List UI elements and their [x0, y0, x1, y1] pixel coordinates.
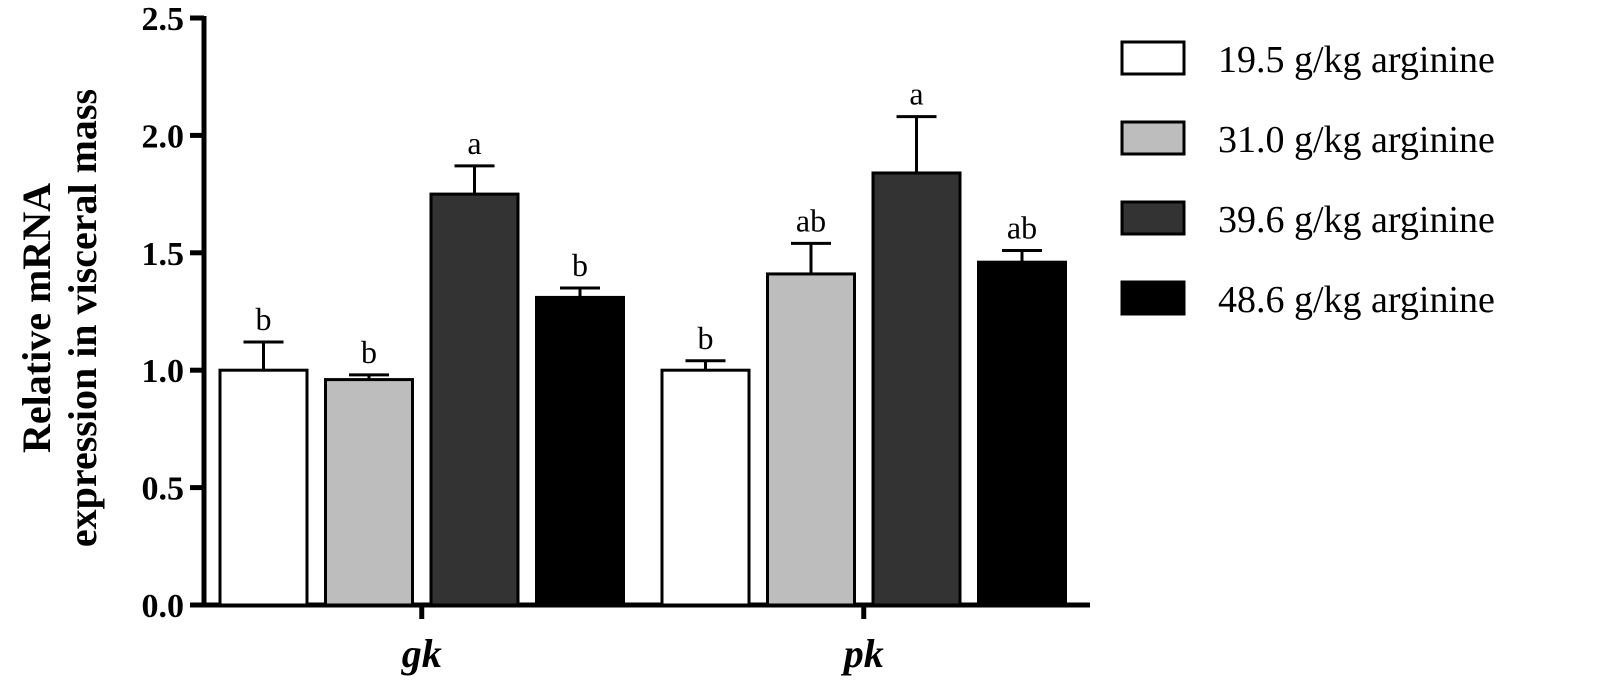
bar-gk-series-0	[218, 368, 309, 607]
bar-pk-series-2	[871, 171, 962, 607]
legend-label-series-1: 31.0 g/kg arginine	[1218, 119, 1495, 161]
y-tick-label: 1.5	[142, 236, 185, 273]
y-axis-label: Relative mRNA expression in visceral mas…	[14, 89, 105, 547]
legend-swatch-series-1	[1120, 120, 1186, 156]
significance-label-pk-series-1: ab	[796, 202, 826, 238]
y-axis-label-line-2: expression in visceral mass	[60, 89, 105, 547]
bar-pk-series-3	[977, 260, 1067, 607]
significance-label-gk-series-2: a	[467, 125, 481, 161]
y-axis-label-line-1: Relative mRNA	[14, 183, 59, 453]
legend-label-series-2: 39.6 g/kg arginine	[1218, 199, 1495, 241]
bar-pk-series-0	[660, 368, 751, 607]
y-tick-label: 2.0	[142, 118, 185, 155]
x-tick-label-gk: gk	[401, 631, 442, 676]
significance-label-pk-series-0: b	[698, 320, 714, 356]
y-tick-label: 0.5	[142, 471, 185, 508]
legend-label-series-3: 48.6 g/kg arginine	[1218, 279, 1495, 321]
bar-pk-series-1	[766, 272, 856, 607]
legend: 19.5 g/kg arginine 31.0 g/kg arginine 39.6…	[1120, 39, 1495, 321]
bar-gk-series-2	[429, 192, 520, 607]
significance-label-gk-series-3: b	[572, 247, 588, 283]
legend-swatch-series-3	[1120, 280, 1186, 316]
significance-label-gk-series-0: b	[256, 301, 272, 337]
significance-label-pk-series-2: a	[909, 76, 923, 112]
significance-label-gk-series-1: b	[361, 334, 377, 370]
legend-swatch-series-2	[1120, 200, 1186, 236]
bar-gk-series-3	[535, 295, 625, 607]
y-tick-label: 0.0	[142, 588, 185, 625]
x-tick-label-pk: pk	[841, 631, 884, 676]
legend-label-series-0: 19.5 g/kg arginine	[1218, 39, 1495, 81]
y-tick-label: 1.0	[142, 353, 185, 390]
significance-label-pk-series-3: ab	[1007, 209, 1037, 245]
bar-gk-series-1	[324, 378, 414, 607]
legend-swatch-series-0	[1120, 40, 1186, 76]
y-tick-label: 2.5	[142, 1, 185, 38]
